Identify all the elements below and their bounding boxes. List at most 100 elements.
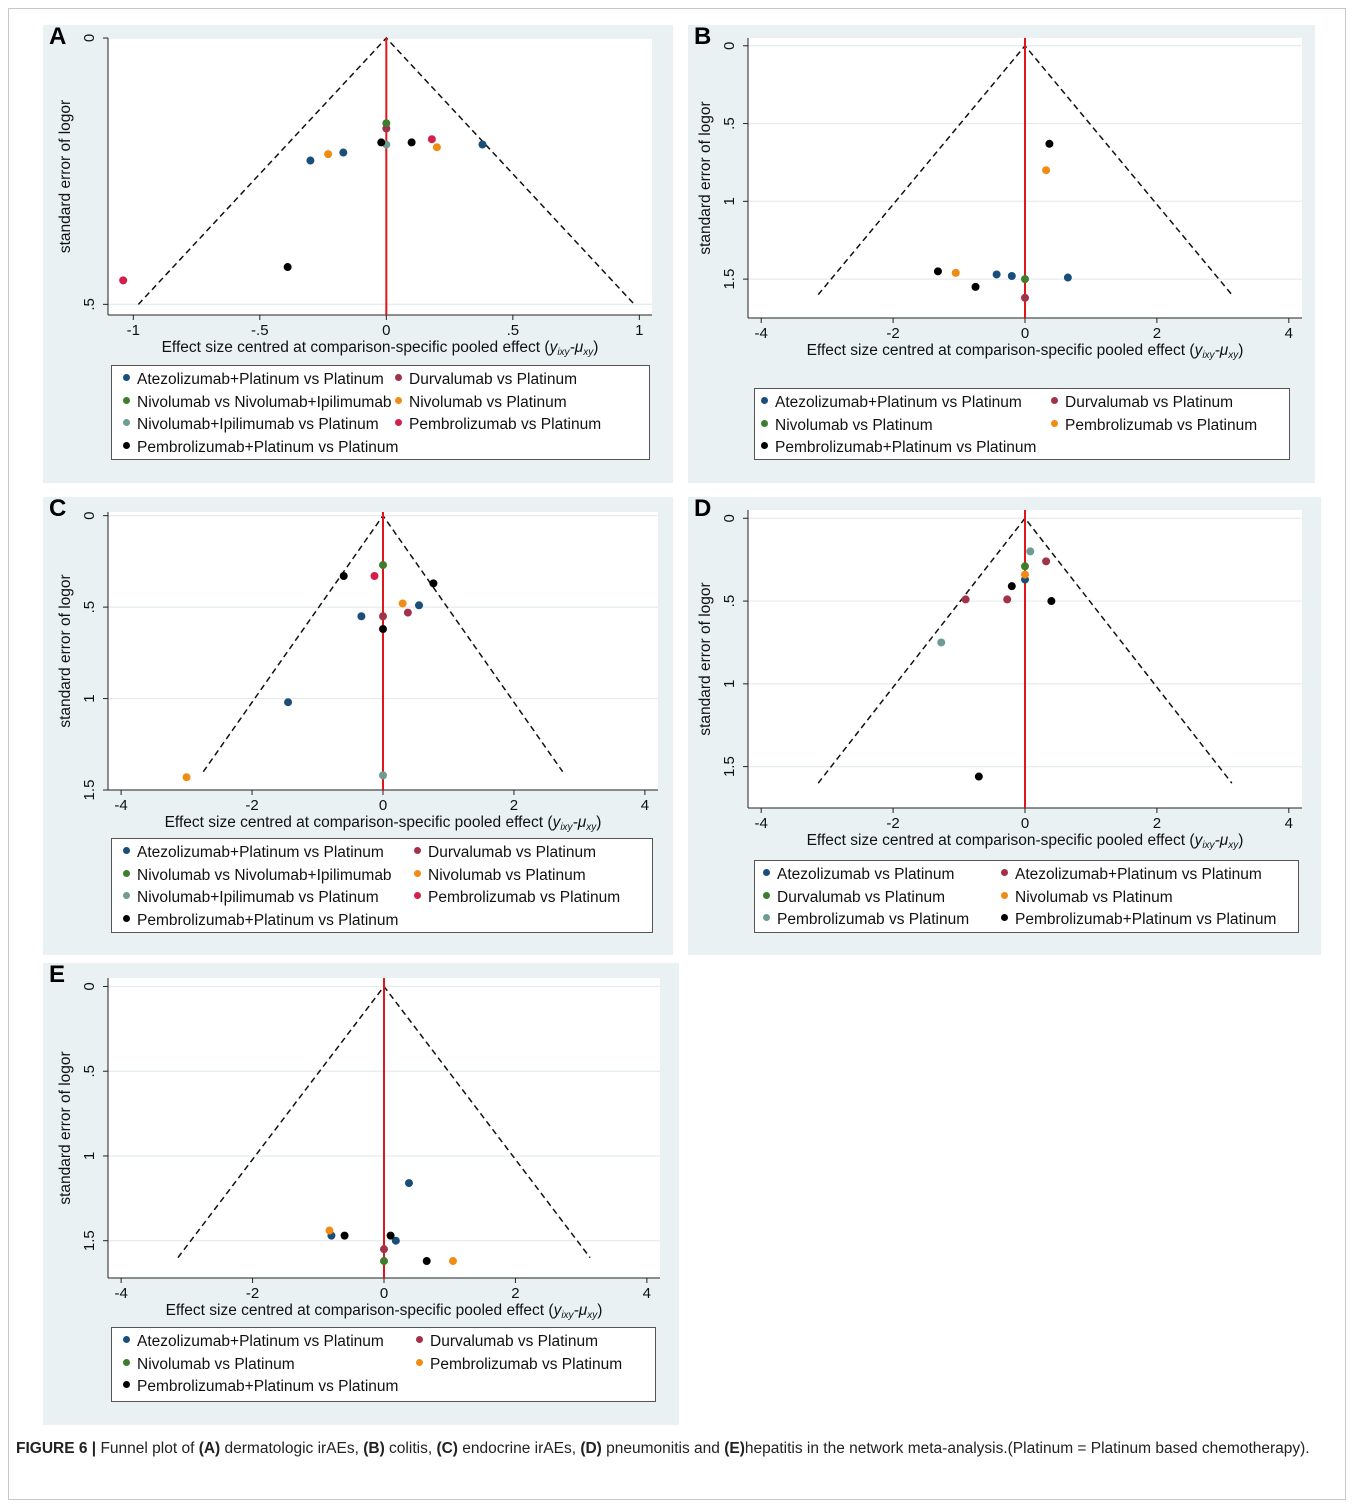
legend-label: Pembrolizumab+Platinum vs Platinum <box>1015 911 1277 928</box>
data-point <box>404 1179 413 1188</box>
legend-marker <box>123 869 130 877</box>
figure-caption: FIGURE 6 | Funnel plot of (A) dermatolog… <box>16 1438 1336 1460</box>
data-point <box>182 773 191 782</box>
legend-item: Atezolizumab+Platinum vs Platinum <box>123 371 384 389</box>
legend-marker <box>763 869 770 877</box>
panel-A: A 0 .5 -1 -.5 0 .5 1 standard error of logor Effe… <box>43 23 673 483</box>
data-point <box>1047 597 1056 606</box>
data-point <box>379 771 387 780</box>
y-tick-label: 1.5 <box>721 756 738 777</box>
data-point <box>284 698 293 707</box>
data-point <box>325 1226 334 1235</box>
x-axis-label: Effect size centred at comparison-specif… <box>807 342 1244 361</box>
data-point <box>398 599 407 608</box>
caption-label: FIGURE 6 | <box>16 1440 97 1457</box>
data-point <box>961 595 970 604</box>
legend-item: Atezolizumab vs Platinum <box>763 866 954 884</box>
x-tick-label: 4 <box>643 1285 651 1302</box>
caption-segment: endocrine irAEs, <box>457 1440 581 1457</box>
panel-label: A <box>49 23 67 50</box>
figure-frame <box>8 8 1346 1500</box>
data-point <box>1026 547 1035 556</box>
y-tick-label: 1 <box>721 680 738 688</box>
legend-item: Durvalumab vs Platinum <box>763 889 945 907</box>
legend-item: Pembrolizumab+Platinum vs Platinum <box>123 1378 398 1396</box>
legend-item: Nivolumab+Ipilimumab vs Platinum <box>123 889 379 907</box>
y-tick-label: 1 <box>721 197 738 205</box>
legend-marker <box>416 1358 423 1366</box>
data-point <box>382 119 391 128</box>
panel-label: C <box>49 495 67 522</box>
caption-text: Funnel plot of (A) dermatologic irAEs, (… <box>96 1440 1309 1457</box>
legend-item: Pembrolizumab vs Platinum <box>395 416 601 434</box>
x-tick-label: 0 <box>380 1285 388 1302</box>
data-point <box>339 148 348 157</box>
x-tick-label: 1 <box>635 322 643 339</box>
legend-marker <box>761 442 768 450</box>
y-axis-label: standard error of logor <box>697 582 714 735</box>
legend-label: Nivolumab+Ipilimumab vs Platinum <box>137 416 379 433</box>
legend-marker <box>1001 914 1008 922</box>
data-point <box>951 268 960 277</box>
legend-label: Pembrolizumab+Platinum vs Platinum <box>137 438 399 456</box>
legend-label: Nivolumab vs Platinum <box>1015 888 1173 906</box>
legend-marker <box>763 891 770 899</box>
x-axis-label: Effect size centred at comparison-specif… <box>165 814 602 833</box>
y-axis-label: standard error of logor <box>57 1051 74 1204</box>
legend-marker <box>123 1336 130 1344</box>
legend-item: Pembrolizumab vs Platinum <box>416 1356 622 1374</box>
legend-item: Pembrolizumab+Platinum vs Platinum <box>1001 911 1276 929</box>
funnel-ci-lines <box>817 517 1233 784</box>
data-point <box>1021 293 1029 302</box>
panel-label: D <box>694 495 712 522</box>
legend-marker <box>123 847 130 855</box>
legend-label: Nivolumab vs Platinum <box>775 416 933 434</box>
data-point <box>937 638 946 647</box>
y-axis-label: standard error of logor <box>697 101 714 254</box>
data-point <box>379 612 387 621</box>
x-tick-label: 0 <box>1021 815 1029 832</box>
y-tick-label: 0 <box>721 42 738 50</box>
x-axis-label: Effect size centred at comparison-specif… <box>807 832 1244 851</box>
y-tick-label: 1.5 <box>721 269 738 290</box>
legend-item: Nivolumab vs Nivolumab+Ipilimumab <box>123 867 392 885</box>
data-point <box>407 138 416 147</box>
panel-D: D 0 .5 1 1.5 -4 -2 0 2 4 standard error of logor Ef… <box>688 495 1321 955</box>
y-tick-label: 0 <box>81 34 98 42</box>
legend-label: Nivolumab vs Platinum <box>428 866 586 884</box>
x-tick-label: -4 <box>114 1285 127 1302</box>
legend-label: Durvalumab vs Platinum <box>428 844 596 861</box>
funnel-plot-D: 0 .5 1 1.5 -4 -2 0 2 4 standard error of logor Eff… <box>697 510 1302 851</box>
legend-label: Atezolizumab+Platinum vs Platinum <box>137 371 384 388</box>
data-point <box>971 282 980 291</box>
x-tick-label: 2 <box>1153 815 1161 832</box>
y-tick-label: .5 <box>81 298 98 311</box>
x-tick-label: -.5 <box>251 322 269 339</box>
legend-marker <box>761 419 768 427</box>
panel-C: C 0 .5 1 1.5 -4 -2 0 2 4 standard error of logor Ef… <box>43 495 673 955</box>
legend-label: Pembrolizumab vs Platinum <box>777 911 970 928</box>
data-point <box>1042 557 1051 566</box>
legend-item: Nivolumab vs Nivolumab+Ipilimumab <box>123 394 392 412</box>
legend-label: Durvalumab vs Platinum <box>1065 394 1233 411</box>
legend-item: Nivolumab vs Platinum <box>123 1356 295 1374</box>
legend-marker <box>1051 397 1058 405</box>
x-tick-label: -4 <box>114 797 127 814</box>
legend-marker <box>123 374 130 382</box>
legend: Atezolizumab+Platinum vs Platinum Durvalu… <box>111 838 653 933</box>
x-tick-label: 2 <box>510 797 518 814</box>
caption-segment: (E) <box>724 1440 745 1457</box>
y-tick-label: .5 <box>721 595 738 608</box>
data-point <box>432 143 441 152</box>
caption-segment: (C) <box>436 1440 458 1457</box>
legend-marker <box>123 419 130 427</box>
legend-marker <box>395 419 402 427</box>
funnel-plot-E: 0 .5 1 1.5 -4 -2 0 2 4 standard error of logor Eff… <box>57 978 660 1321</box>
x-tick-label: 2 <box>511 1285 519 1302</box>
y-tick-label: 1 <box>81 694 98 702</box>
data-point <box>119 276 128 285</box>
legend-item: Nivolumab vs Platinum <box>395 394 567 412</box>
legend-item: Pembrolizumab vs Platinum <box>1051 417 1257 435</box>
y-tick-label: 1.5 <box>81 780 98 801</box>
data-point <box>992 270 1001 279</box>
